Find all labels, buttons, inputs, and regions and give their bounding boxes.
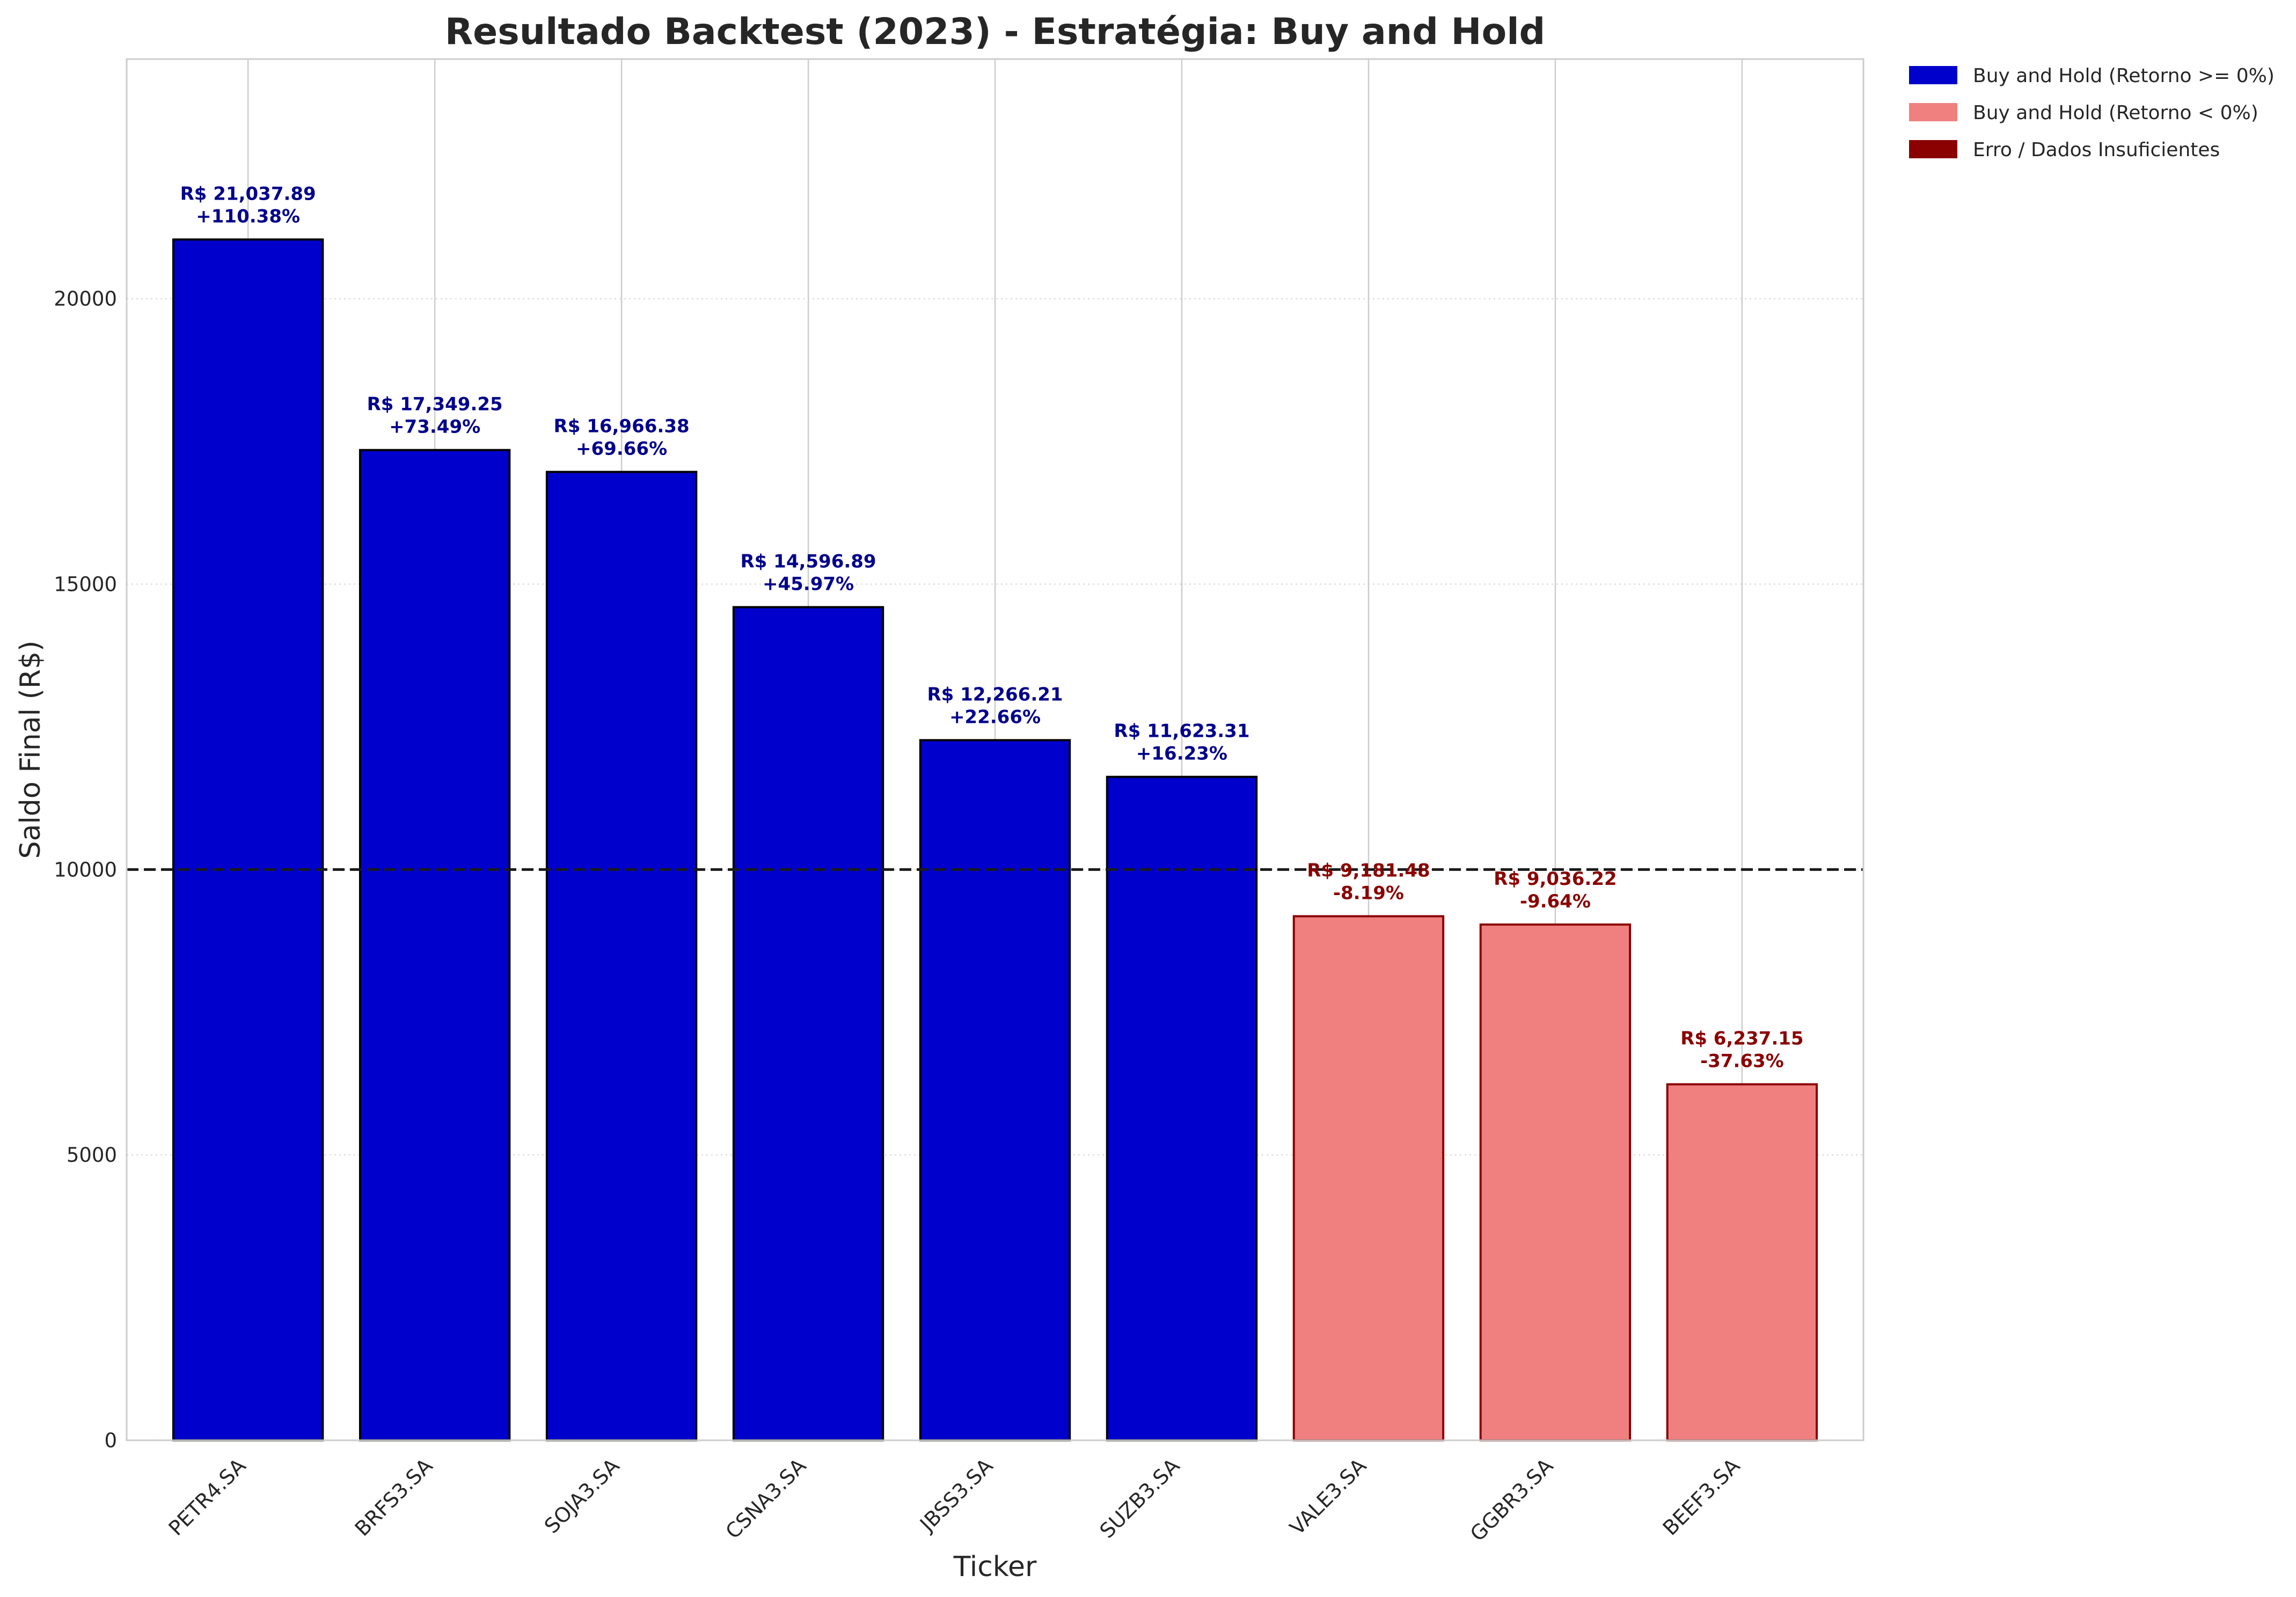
bar <box>172 238 324 1442</box>
bar-return-label: +110.38% <box>196 206 300 227</box>
bar-value-label: R$ 16,966.38 <box>554 415 690 437</box>
legend: Buy and Hold (Retorno >= 0%) Buy and Hold… <box>1909 65 2275 161</box>
bar-return-label: +22.66% <box>949 706 1041 728</box>
bar <box>545 471 698 1441</box>
bar-return-label: -8.19% <box>1333 882 1404 904</box>
bar-value-label: R$ 6,237.15 <box>1680 1028 1803 1050</box>
y-tick-label: 20000 <box>54 288 117 311</box>
y-axis-ticks: 0 5000 10000 15000 20000 <box>54 288 117 1452</box>
bar <box>732 606 884 1441</box>
bar-value-label: R$ 14,596.89 <box>740 551 876 572</box>
legend-swatch <box>1909 140 1957 158</box>
bar <box>1292 915 1445 1442</box>
legend-label: Erro / Dados Insuficientes <box>1973 139 2220 161</box>
legend-label: Buy and Hold (Retorno >= 0%) <box>1973 65 2275 87</box>
chart-title: Resultado Backtest (2023) - Estratégia: … <box>445 11 1545 53</box>
bar-return-label: +45.97% <box>763 573 854 595</box>
bar-value-label: R$ 12,266.21 <box>927 684 1063 705</box>
legend-swatch <box>1909 66 1957 84</box>
y-tick-label: 5000 <box>67 1144 117 1167</box>
y-axis-label: Saldo Final (R$) <box>14 641 47 859</box>
bar-labels: R$ 21,037.89+110.38% R$ 17,349.25+73.49% R… <box>180 183 1804 1072</box>
legend-label: Buy and Hold (Retorno < 0%) <box>1973 102 2258 124</box>
bar <box>359 449 511 1441</box>
bar-return-label: +73.49% <box>389 416 480 438</box>
y-tick-label: 0 <box>104 1429 117 1452</box>
bar-return-label: -9.64% <box>1520 891 1591 912</box>
bar <box>1666 1083 1818 1441</box>
bar-value-label: R$ 17,349.25 <box>367 394 503 415</box>
bar-return-label: +16.23% <box>1136 743 1227 765</box>
bar-value-label: R$ 9,036.22 <box>1494 868 1617 890</box>
legend-swatch <box>1909 103 1957 121</box>
plot-frame <box>126 58 1864 1441</box>
x-axis-label: Ticker <box>953 1551 1037 1583</box>
y-tick-label: 10000 <box>54 858 117 881</box>
bar-value-label: R$ 11,623.31 <box>1114 721 1249 742</box>
bar <box>1106 775 1258 1441</box>
bar-value-label: R$ 21,037.89 <box>180 183 316 204</box>
bars <box>172 238 1818 1442</box>
bar <box>919 739 1071 1441</box>
bar-return-label: +69.66% <box>576 438 667 459</box>
bar <box>1479 923 1632 1441</box>
bar-value-label: R$ 9,181.48 <box>1307 860 1430 881</box>
y-tick-label: 15000 <box>54 573 117 596</box>
bar-return-label: -37.63% <box>1700 1051 1784 1072</box>
